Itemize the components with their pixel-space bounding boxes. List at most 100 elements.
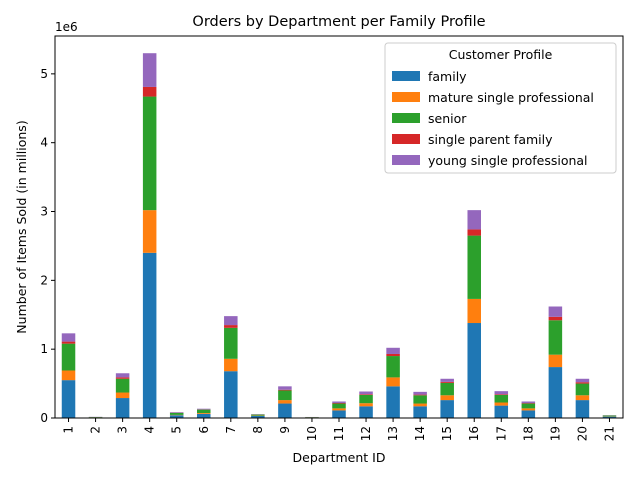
bar-segment: [521, 408, 536, 411]
y-tick-label: 5: [40, 67, 48, 81]
bar-segment: [142, 210, 157, 253]
bar-segment: [467, 298, 481, 324]
bar-segment: [332, 408, 346, 411]
x-tick-label: 11: [332, 426, 346, 441]
bar-segment: [142, 96, 157, 211]
bar-segment: [224, 371, 238, 418]
bar-segment: [413, 395, 427, 404]
bar-segment: [467, 235, 481, 299]
x-tick-label: 1: [62, 426, 76, 434]
bar-segment: [440, 395, 454, 401]
bar-segment: [278, 403, 292, 418]
bar-segment: [61, 380, 76, 418]
bar-segment: [142, 53, 157, 87]
bar-segment: [197, 408, 211, 410]
bar-segment: [61, 370, 76, 381]
bar-segment: [440, 381, 454, 383]
chart-title: Orders by Department per Family Profile: [192, 14, 485, 30]
y-tick-label: 0: [40, 411, 48, 425]
bar-segment: [548, 354, 563, 368]
bar-segment: [359, 391, 373, 395]
bar-segment: [115, 392, 130, 399]
bar-segment: [61, 341, 76, 344]
bar-segment: [251, 414, 265, 416]
bar-segment: [169, 415, 184, 418]
bar-segment: [548, 316, 563, 321]
bar-segment: [224, 325, 238, 328]
legend-entry-label: young single professional: [428, 153, 588, 168]
bar-segment: [386, 347, 400, 354]
bar-segment: [61, 333, 76, 342]
y-offset-label: 1e6: [55, 20, 78, 34]
bar-segment: [142, 252, 157, 418]
bar-segment: [575, 378, 590, 383]
x-tick-label: 13: [386, 426, 400, 441]
bar-segment: [413, 391, 427, 395]
x-axis-label: Department ID: [293, 450, 386, 465]
bar-segment: [413, 403, 427, 407]
bar-segment: [440, 400, 454, 418]
bar-segment: [169, 412, 184, 415]
bar-segment: [386, 377, 400, 387]
bar-segment: [142, 86, 157, 97]
bar-segment: [332, 401, 346, 403]
plot-frame: [54, 35, 624, 419]
y-axis: 0 1 2 3 4 5: [40, 67, 55, 425]
x-tick-label: 12: [359, 426, 373, 441]
bar-segment: [602, 416, 617, 418]
legend-swatch: [392, 134, 420, 144]
bar-segment: [359, 394, 373, 404]
bar-segment: [575, 383, 590, 396]
legend-swatch: [392, 155, 420, 165]
bar-segment: [548, 367, 563, 418]
x-tick-label: 19: [548, 426, 562, 441]
bar-segment: [467, 323, 481, 418]
bar-segment: [224, 327, 238, 359]
legend: Customer Profile family mature single prof…: [384, 42, 617, 174]
bar-segment: [197, 413, 211, 414]
y-tick-label: 4: [40, 136, 48, 150]
bar-segment: [115, 377, 130, 379]
bar-segment: [602, 415, 617, 417]
x-tick-label: 4: [143, 426, 157, 434]
bar-segment: [521, 410, 536, 418]
bar-segment: [467, 210, 481, 230]
legend-entry-label: mature single professional: [428, 90, 594, 105]
legend-swatch: [392, 113, 420, 123]
bar-segment: [575, 382, 590, 384]
x-tick-label: 16: [467, 426, 481, 441]
bar-segment: [548, 306, 563, 317]
x-tick-label: 15: [440, 426, 454, 441]
bar-segment: [332, 403, 346, 409]
bar-segment: [467, 229, 481, 236]
bar-segment: [521, 403, 536, 409]
bar-segment: [548, 320, 563, 355]
y-tick-label: 2: [40, 273, 48, 287]
bar-segment: [224, 316, 238, 326]
x-tick-label: 3: [116, 426, 130, 434]
bar-segment: [359, 394, 373, 395]
bar-segment: [115, 373, 130, 378]
bar-segment: [251, 415, 265, 418]
bar-segment: [278, 390, 292, 401]
legend-entry-label: family: [428, 69, 467, 84]
bar-segment: [197, 409, 211, 414]
legend-swatch: [392, 71, 420, 81]
bar-segment: [413, 394, 427, 396]
bar-segment: [115, 398, 130, 418]
bar-segment: [575, 395, 590, 401]
x-tick-label: 6: [197, 426, 211, 434]
legend-title: Customer Profile: [449, 47, 553, 62]
bar-segment: [278, 386, 292, 390]
legend-entry-label: senior: [428, 111, 467, 126]
bar-segment: [575, 400, 590, 418]
bar-segment: [440, 382, 454, 396]
bar-segment: [386, 353, 400, 357]
x-tick-label: 18: [521, 426, 535, 441]
bar-segment: [386, 386, 400, 418]
x-tick-label: 20: [575, 426, 589, 441]
bar-segment: [332, 403, 346, 404]
bar-segment: [359, 406, 373, 418]
bar-segment: [61, 343, 76, 371]
